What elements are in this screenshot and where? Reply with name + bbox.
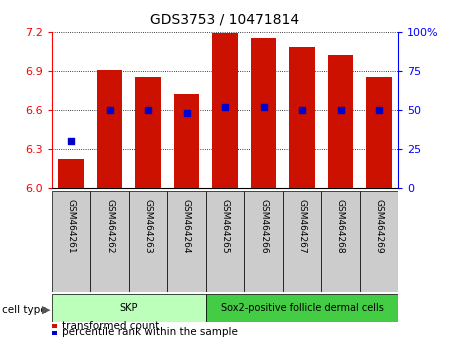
Bar bbox=[366, 77, 392, 188]
Text: GSM464267: GSM464267 bbox=[297, 199, 306, 254]
Bar bbox=[251, 38, 276, 188]
FancyBboxPatch shape bbox=[206, 191, 244, 292]
Point bbox=[144, 107, 152, 113]
Text: GSM464264: GSM464264 bbox=[182, 199, 191, 254]
Point bbox=[221, 104, 229, 109]
FancyBboxPatch shape bbox=[360, 191, 398, 292]
Text: ▶: ▶ bbox=[42, 305, 50, 315]
FancyBboxPatch shape bbox=[244, 191, 283, 292]
Text: GSM464262: GSM464262 bbox=[105, 199, 114, 254]
Text: GSM464265: GSM464265 bbox=[220, 199, 230, 254]
Bar bbox=[289, 47, 315, 188]
Point bbox=[183, 110, 190, 116]
Bar bbox=[328, 55, 353, 188]
Point bbox=[375, 107, 382, 113]
Point bbox=[260, 104, 267, 109]
Text: GSM464269: GSM464269 bbox=[374, 199, 383, 254]
FancyBboxPatch shape bbox=[206, 294, 398, 322]
FancyBboxPatch shape bbox=[129, 191, 167, 292]
Text: Sox2-positive follicle dermal cells: Sox2-positive follicle dermal cells bbox=[220, 303, 383, 313]
Text: GSM464266: GSM464266 bbox=[259, 199, 268, 254]
FancyBboxPatch shape bbox=[321, 191, 360, 292]
Point bbox=[298, 107, 306, 113]
Point bbox=[337, 107, 344, 113]
Bar bbox=[97, 69, 122, 188]
Text: cell type: cell type bbox=[2, 305, 47, 315]
Bar bbox=[174, 94, 199, 188]
Bar bbox=[58, 159, 84, 188]
Text: GSM464263: GSM464263 bbox=[144, 199, 153, 254]
FancyBboxPatch shape bbox=[52, 294, 206, 322]
Text: percentile rank within the sample: percentile rank within the sample bbox=[62, 327, 238, 337]
Text: SKP: SKP bbox=[120, 303, 138, 313]
FancyBboxPatch shape bbox=[90, 191, 129, 292]
Text: GSM464261: GSM464261 bbox=[67, 199, 76, 254]
FancyBboxPatch shape bbox=[52, 191, 90, 292]
Bar bbox=[212, 33, 238, 188]
Text: GDS3753 / 10471814: GDS3753 / 10471814 bbox=[150, 12, 300, 27]
Point bbox=[68, 138, 75, 144]
Point bbox=[106, 107, 113, 113]
Text: GSM464268: GSM464268 bbox=[336, 199, 345, 254]
FancyBboxPatch shape bbox=[283, 191, 321, 292]
Bar bbox=[135, 77, 161, 188]
Text: transformed count: transformed count bbox=[62, 321, 159, 331]
FancyBboxPatch shape bbox=[167, 191, 206, 292]
